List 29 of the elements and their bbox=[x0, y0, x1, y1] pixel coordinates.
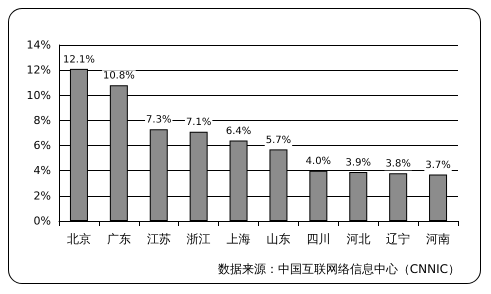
data-label: 3.8% bbox=[385, 158, 411, 170]
x-tick-label: 广东 bbox=[106, 232, 131, 246]
data-label: 7.3% bbox=[146, 114, 172, 126]
x-tick-label: 浙江 bbox=[186, 232, 211, 246]
y-tick-label: 10% bbox=[26, 88, 51, 102]
y-tick-label: 0% bbox=[34, 214, 51, 228]
source-note: 数据来源：中国互联网络信息中心（CNNIC） bbox=[218, 262, 460, 276]
x-tick-label: 四川 bbox=[306, 232, 330, 246]
y-tick-label: 4% bbox=[34, 164, 51, 178]
x-tick-label: 上海 bbox=[226, 232, 251, 246]
x-tick-label: 辽宁 bbox=[386, 232, 410, 246]
data-label: 5.7% bbox=[266, 134, 292, 146]
x-tick-label: 北京 bbox=[66, 232, 91, 246]
data-label: 4.0% bbox=[306, 156, 332, 168]
data-label: 7.1% bbox=[186, 117, 212, 128]
y-tick-label: 12% bbox=[26, 64, 51, 77]
y-tick-label: 6% bbox=[34, 139, 51, 152]
data-label: 12.1% bbox=[63, 54, 95, 66]
data-label: 6.4% bbox=[226, 126, 252, 138]
y-tick-label: 14% bbox=[26, 38, 51, 52]
x-tick-label: 河北 bbox=[346, 232, 370, 246]
data-label: 10.8% bbox=[102, 70, 135, 82]
data-label: 3.7% bbox=[425, 160, 451, 171]
x-tick-label: 山东 bbox=[266, 232, 290, 246]
y-tick-label: 2% bbox=[34, 189, 51, 202]
x-tick-label: 河南 bbox=[426, 232, 450, 246]
data-label: 3.9% bbox=[346, 157, 371, 168]
x-tick-label: 江苏 bbox=[146, 232, 171, 246]
y-tick-label: 8% bbox=[34, 114, 51, 127]
